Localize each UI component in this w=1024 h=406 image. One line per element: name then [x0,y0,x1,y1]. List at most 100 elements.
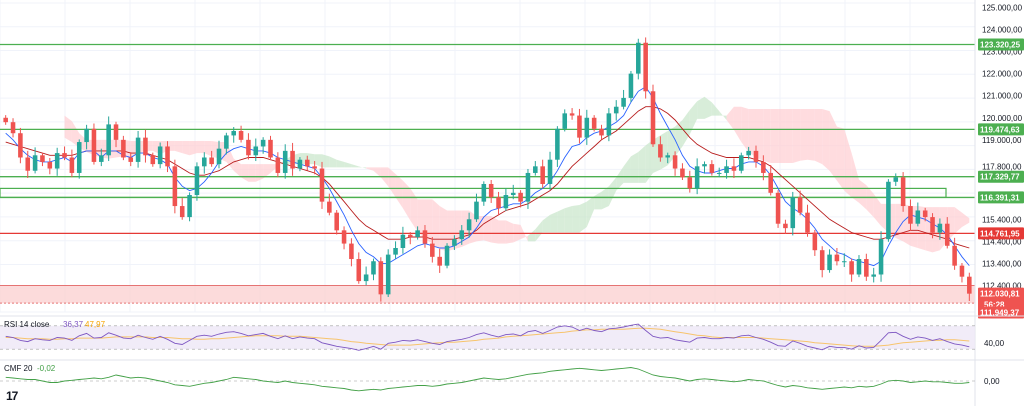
candle [407,232,413,245]
candle [797,190,803,216]
cloud-segment [608,177,617,207]
candle-body [849,261,854,275]
candle-body [724,166,729,173]
candle-body [437,256,442,266]
candle-body [900,177,906,207]
candle-body [959,265,965,277]
candle [790,191,796,236]
rsi-line [5,323,970,351]
candle [937,218,943,240]
cloud-segment [682,110,690,147]
candle-body [797,197,803,213]
candle [915,202,921,227]
candle [864,253,869,281]
candle-body [952,245,957,266]
candle [121,135,126,161]
candle [157,142,163,169]
cloud-segment [836,126,845,191]
candle-body [209,157,214,165]
candle-body [268,139,273,158]
candle [91,123,97,165]
candle [194,162,200,201]
cloud-segment [660,131,668,170]
cloud-segment [785,108,793,164]
cloud-segment [792,108,801,164]
candle [959,263,965,283]
candle-body [275,157,281,173]
candle [908,199,913,231]
price-tick-label: 120.000,00 [982,114,1023,123]
candle-body [165,146,170,167]
candle-body [731,166,737,171]
candle-body [106,124,111,156]
cloud-segment [255,164,264,182]
candle [739,152,744,174]
cloud-segment [527,229,536,242]
candle [459,225,465,245]
cloud-segment [233,158,242,178]
cloud-segment [351,164,359,168]
candle [84,124,89,150]
cloud-segment [189,140,197,156]
candle-body [569,113,575,116]
candle-body [18,133,23,158]
candle-body [99,155,104,162]
candle-body [702,164,707,167]
candle [930,213,935,239]
candle [555,126,560,167]
cloud-segment [491,215,499,244]
candle-body [253,146,259,156]
cloud-segment [358,166,367,169]
price-tick-label: 125.000,00 [982,3,1023,12]
cloud-segment [402,180,411,221]
cloud-segment [535,220,543,242]
candle-body [349,243,354,260]
tradingview-logo[interactable]: 17 [6,389,18,403]
candle-body [430,243,435,257]
candle-body [393,247,398,255]
candle-body [216,148,222,165]
candle [32,147,38,174]
candle-body [260,139,266,147]
candle [856,255,862,278]
candle-body [466,219,472,231]
candle [716,167,722,178]
candle [709,160,715,176]
candle [282,144,288,179]
candle [680,163,685,181]
level-price-tag-bg [978,191,1024,204]
cloud-segment [866,185,874,218]
candle-body [334,212,339,231]
cloud-segment [623,156,631,183]
candle-body [915,210,921,224]
candle [3,115,8,125]
level-price-tag: 116.391,31 [980,193,1020,202]
cmf-pane [0,359,1024,392]
candle [503,188,509,211]
candle-body [135,137,141,162]
candle-body [121,139,126,158]
cloud-segment [704,96,712,119]
candle [187,192,192,222]
current-price-label: 112.030,81 [980,290,1020,299]
candle-body [908,206,913,224]
candle-body [599,128,604,136]
candle [562,109,568,132]
candle-body [687,177,693,189]
candle-body [304,159,310,167]
cloud-segment [895,203,904,242]
candle [746,146,751,160]
cloud-segment [432,199,440,250]
candle [18,127,23,164]
cloud-segment [755,108,764,161]
cloud-segment [594,191,602,210]
candle [834,247,840,266]
candle-body [157,146,163,165]
price-tick-label: 114.400,00 [982,237,1022,246]
candle-body [577,115,582,138]
candle [569,108,575,120]
cloud-segment [410,188,418,232]
cloud-segment [719,111,727,120]
candle-body [613,106,619,114]
